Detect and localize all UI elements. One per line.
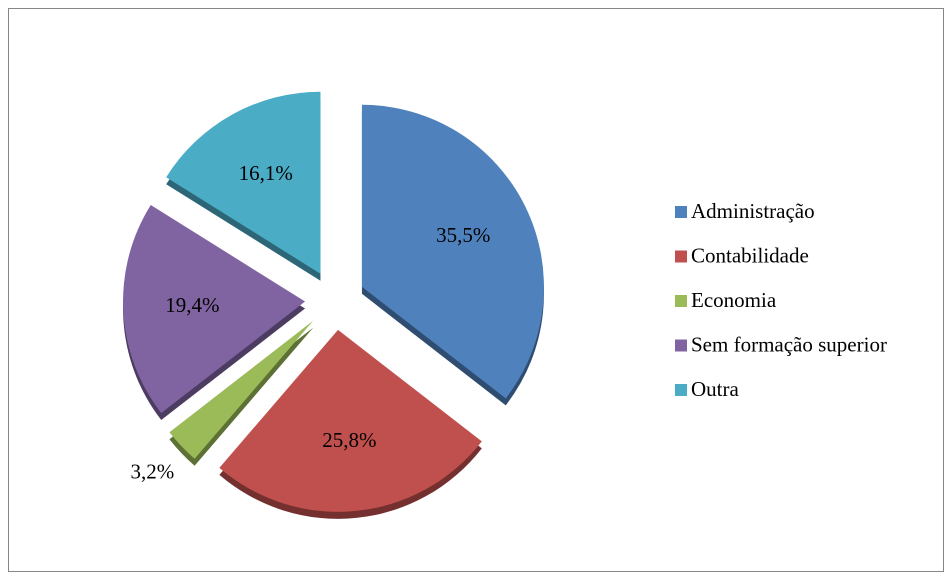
slice (361, 104, 544, 399)
legend-label: Economia (691, 288, 777, 312)
legend-label: Contabilidade (691, 243, 809, 267)
value-label: 25,8% (322, 428, 376, 452)
legend-label: Administração (691, 199, 815, 223)
legend-swatch (675, 339, 687, 352)
legend-swatch (675, 206, 687, 218)
legend-swatch (675, 384, 687, 396)
legend-label: Sem formação superior (691, 332, 887, 356)
value-label: 3,2% (130, 459, 174, 483)
slice (123, 204, 306, 414)
slice (169, 320, 314, 459)
legend-swatch (675, 250, 687, 263)
value-label: 16,1% (239, 161, 293, 185)
value-label: 19,4% (165, 293, 219, 317)
slice (219, 329, 482, 512)
legend-swatch (675, 295, 687, 307)
legend-label: Outra (691, 377, 739, 401)
value-label: 35,5% (436, 223, 490, 247)
slice (166, 91, 321, 274)
